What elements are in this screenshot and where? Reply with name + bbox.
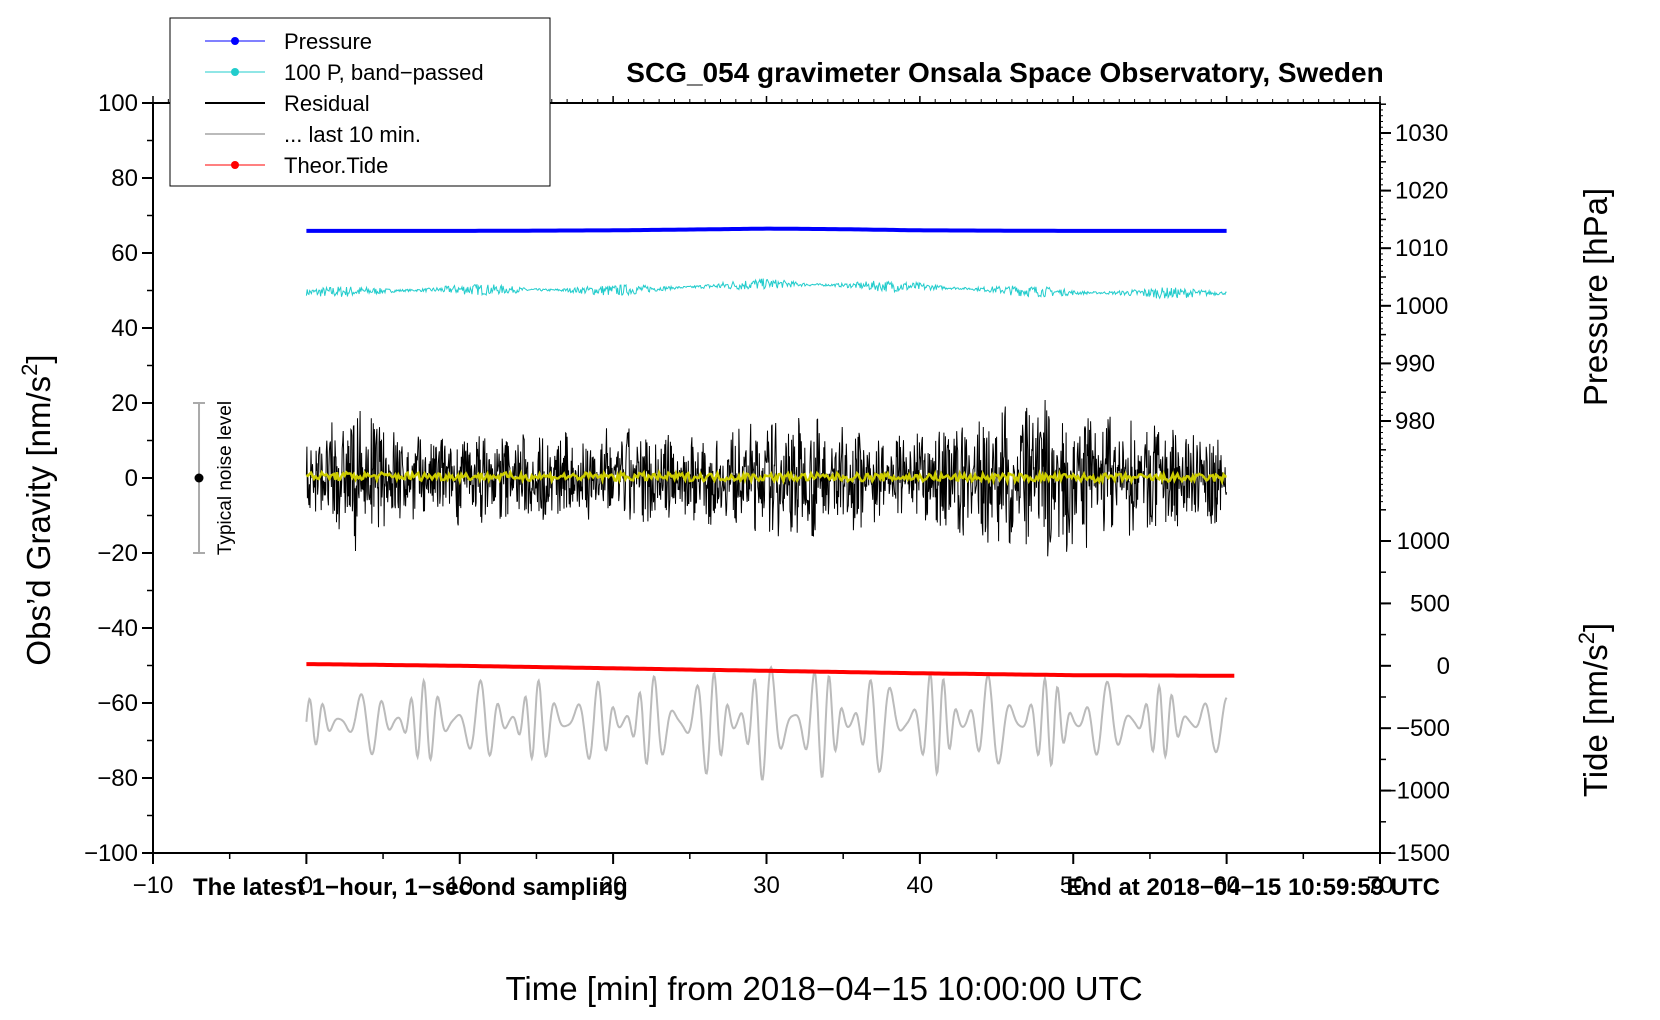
pressure-tick-label: 990: [1395, 350, 1435, 377]
tide-tick-label: −1000: [1383, 778, 1450, 805]
pressure-tick-label: 1010: [1395, 235, 1448, 262]
x-tick-label: −10: [133, 872, 174, 899]
tide-tick-label: 1000: [1397, 528, 1450, 555]
legend-label: Theor.Tide: [284, 153, 388, 178]
axes: −10 0 10 20 30 40 50 60 70100806040200−20−40−60−…: [84, 90, 1450, 899]
chart-title: SCG_054 gravimeter Onsala Space Observat…: [626, 57, 1383, 88]
y-tick-label: 40: [111, 315, 138, 342]
x-tick-label: 20: [600, 872, 627, 899]
pressure-tick-label: 1000: [1395, 293, 1448, 320]
pressure-series: [306, 226, 1227, 233]
y-tick-label: 60: [111, 240, 138, 267]
smoothed-residual-series: [305, 468, 1227, 487]
x-tick-label: 10: [446, 872, 473, 899]
pressure-tick-label: 1030: [1395, 120, 1448, 147]
theoretical-tide-series: [306, 662, 1235, 678]
legend-marker: [231, 68, 239, 76]
pressure-tick-label: 1020: [1395, 178, 1448, 205]
tide-axis-title: Tide [nm/s2]: [1574, 623, 1614, 797]
pressure-axis-title: Pressure [hPa]: [1577, 188, 1614, 406]
noise-bar-center: [194, 473, 204, 483]
y-tick-label: 20: [111, 390, 138, 417]
legend-label: 100 P, band−passed: [284, 60, 484, 85]
y-tick-label: −40: [97, 615, 138, 642]
tide-tick-label: 0: [1437, 653, 1450, 680]
legend-label: ... last 10 min.: [284, 122, 421, 147]
y-tick-label: −60: [97, 690, 138, 717]
legend: Pressure 100 P, band−passed Residual ... la…: [169, 17, 551, 187]
noise-level-label: Typical noise level: [215, 401, 236, 555]
x-tick-label: 40: [907, 872, 934, 899]
y-tick-label: −80: [97, 765, 138, 792]
band-passed-series: [305, 278, 1227, 300]
y-tick-label: 0: [125, 465, 138, 492]
x-tick-label: 50: [1060, 872, 1087, 899]
x-tick-label: 30: [753, 872, 780, 899]
annotation-left: The latest 1−hour, 1−second sampling: [193, 874, 628, 901]
y-tick-label: −100: [84, 840, 138, 867]
annotation-right: End at 2018−04−15 10:59:59 UTC: [1066, 874, 1440, 901]
y-tick-label: 100: [98, 90, 138, 117]
residual-series: [305, 399, 1228, 557]
y-axis-title: Obs’d Gravity [nm/s2]: [17, 354, 57, 665]
x-tick-label: 70: [1367, 872, 1394, 899]
legend-label: Pressure: [284, 29, 372, 54]
legend-marker: [231, 37, 239, 45]
y-tick-label: 80: [111, 165, 138, 192]
pressure-tick-label: 980: [1395, 408, 1435, 435]
y-tick-label: −20: [97, 540, 138, 567]
legend-marker: [231, 161, 239, 169]
x-axis-title: Time [min] from 2018−04−15 10:00:00 UTC: [505, 970, 1142, 1007]
x-tick-label: 60: [1213, 872, 1240, 899]
plot-area: Typical noise level: [193, 226, 1235, 781]
tide-tick-label: −1500: [1383, 840, 1450, 867]
x-tick-label: 0: [300, 872, 313, 899]
tide-tick-label: −500: [1396, 715, 1450, 742]
tide-tick-label: 500: [1410, 590, 1450, 617]
legend-label: Residual: [284, 91, 370, 116]
last-10-min-series: [305, 665, 1228, 781]
